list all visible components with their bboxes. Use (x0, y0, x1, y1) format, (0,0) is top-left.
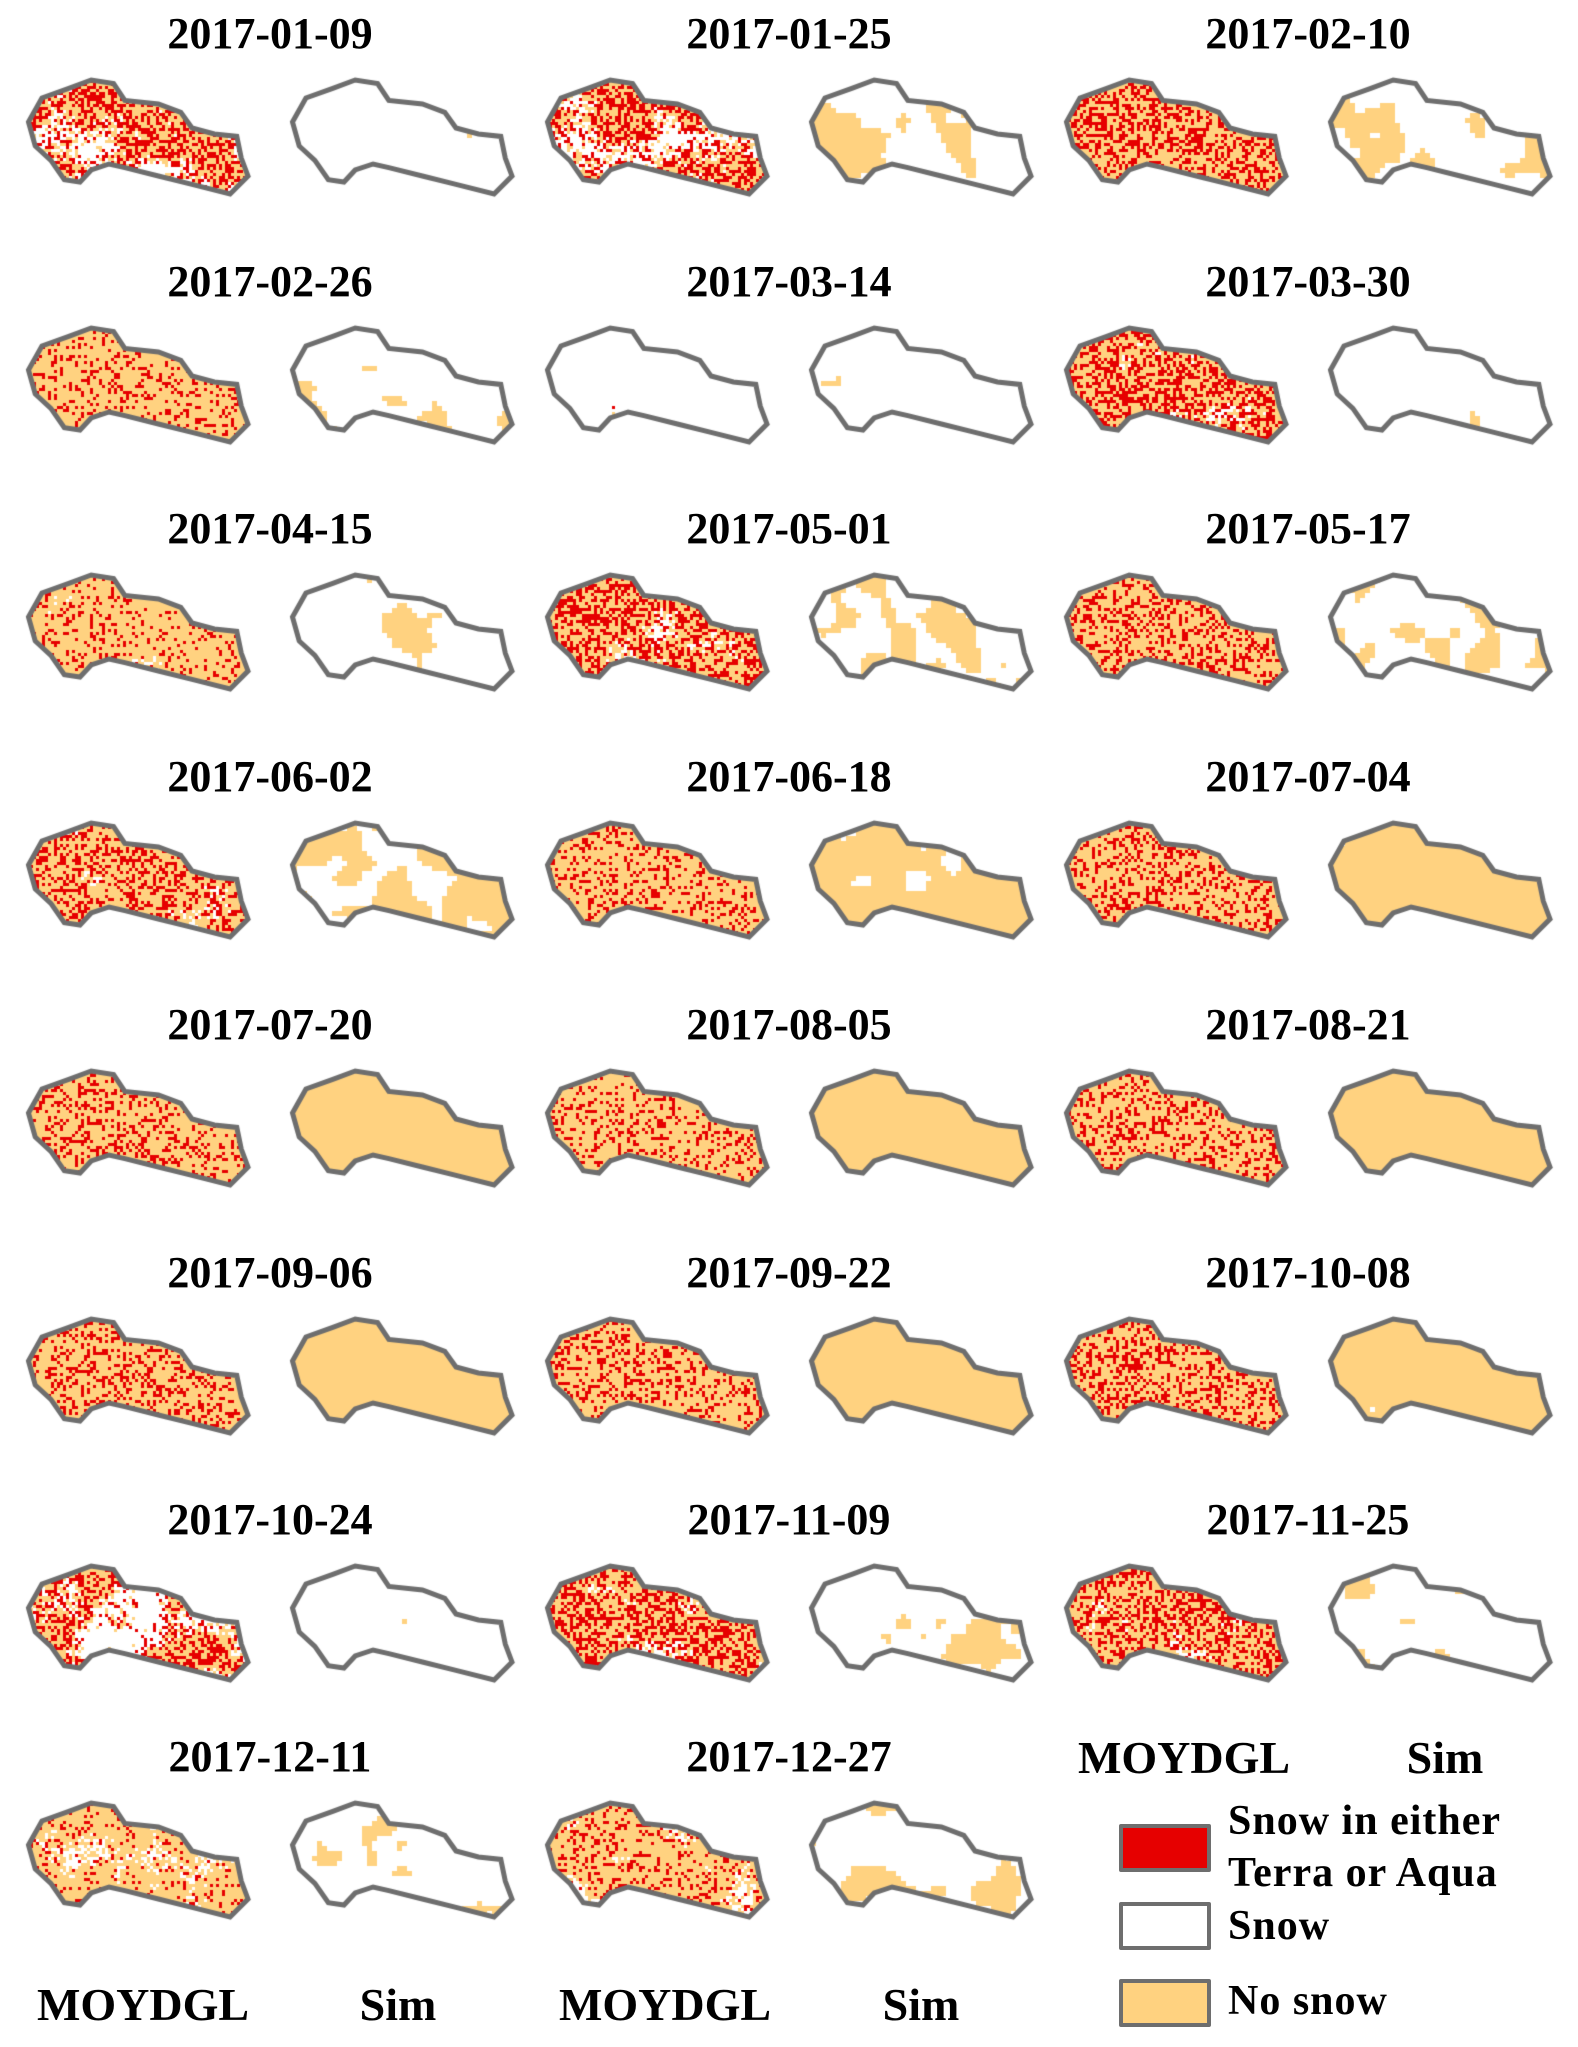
panel-date: 2017-09-22 (686, 1248, 892, 1297)
panel-date: 2017-12-11 (168, 1732, 372, 1781)
sim-map (282, 1307, 518, 1439)
panel-date: 2017-06-02 (167, 752, 373, 801)
sim-map (1320, 316, 1556, 448)
panel-date: 2017-08-21 (1205, 1000, 1411, 1049)
moydgl-map (18, 811, 254, 943)
sim-map (282, 1791, 518, 1923)
sim-map (1320, 563, 1556, 695)
sim-map (1320, 68, 1556, 200)
legend-swatch-no-snow (1119, 1979, 1211, 2027)
moydgl-map (537, 1791, 773, 1923)
panel-date: 2017-11-25 (1206, 1495, 1410, 1544)
panel-date: 2017-10-24 (167, 1495, 373, 1544)
panel-date: 2017-12-27 (686, 1732, 892, 1781)
moydgl-map (18, 316, 254, 448)
moydgl-map (1056, 1554, 1292, 1686)
bottom-label-moydgl-2: MOYDGL (558, 1979, 772, 2030)
bottom-label-sim-1: Sim (359, 1979, 437, 2030)
legend-label-snow-either-1: Snow in either (1228, 1798, 1502, 1844)
moydgl-map (1056, 811, 1292, 943)
moydgl-map (1056, 1307, 1292, 1439)
moydgl-map (18, 563, 254, 695)
sim-map (282, 563, 518, 695)
moydgl-map (18, 68, 254, 200)
sim-map (801, 1554, 1037, 1686)
sim-map (282, 1059, 518, 1191)
legend-swatch-snow-either (1119, 1824, 1211, 1872)
panel-date: 2017-11-09 (687, 1495, 891, 1544)
moydgl-map (18, 1791, 254, 1923)
legend-header-sim: Sim (1406, 1732, 1484, 1783)
moydgl-map (537, 1307, 773, 1439)
moydgl-map (537, 811, 773, 943)
moydgl-map (537, 316, 773, 448)
moydgl-map (537, 1554, 773, 1686)
moydgl-map (18, 1554, 254, 1686)
panel-date: 2017-07-04 (1205, 752, 1411, 801)
moydgl-map (18, 1059, 254, 1191)
legend-swatch-snow (1119, 1902, 1211, 1950)
panel-date: 2017-09-06 (167, 1248, 373, 1297)
moydgl-map (537, 563, 773, 695)
sim-map (282, 811, 518, 943)
sim-map (282, 1554, 518, 1686)
moydgl-map (1056, 316, 1292, 448)
sim-map (801, 811, 1037, 943)
moydgl-map (537, 1059, 773, 1191)
sim-map (282, 316, 518, 448)
legend-label-snow-either-2: Terra or Aqua (1228, 1850, 1498, 1896)
panel-date: 2017-02-10 (1205, 9, 1411, 58)
sim-map (801, 1307, 1037, 1439)
panel-date: 2017-03-30 (1205, 257, 1411, 306)
panel-date: 2017-05-17 (1205, 504, 1411, 553)
sim-map (801, 563, 1037, 695)
moydgl-map (537, 68, 773, 200)
sim-map (801, 1791, 1037, 1923)
sim-map (1320, 1307, 1556, 1439)
panel-date: 2017-01-09 (167, 9, 373, 58)
legend-label-snow: Snow (1228, 1903, 1331, 1949)
moydgl-map (1056, 1059, 1292, 1191)
sim-map (1320, 1059, 1556, 1191)
sim-map (1320, 811, 1556, 943)
panel-date: 2017-05-01 (686, 504, 892, 553)
panel-date: 2017-07-20 (167, 1000, 373, 1049)
sim-map (801, 1059, 1037, 1191)
sim-map (1320, 1554, 1556, 1686)
panel-date: 2017-04-15 (167, 504, 373, 553)
bottom-label-sim-2: Sim (882, 1979, 960, 2030)
sim-map (282, 68, 518, 200)
sim-map (801, 68, 1037, 200)
bottom-label-moydgl-1: MOYDGL (36, 1979, 250, 2030)
moydgl-map (18, 1307, 254, 1439)
panel-date: 2017-06-18 (686, 752, 892, 801)
panel-date: 2017-02-26 (167, 257, 373, 306)
legend-header-moydgl: MOYDGL (1077, 1732, 1291, 1783)
legend-label-no-snow: No snow (1228, 1978, 1388, 2024)
sim-map (801, 316, 1037, 448)
moydgl-map (1056, 563, 1292, 695)
panel-date: 2017-01-25 (686, 9, 892, 58)
panel-date: 2017-03-14 (686, 257, 892, 306)
panel-date: 2017-08-05 (686, 1000, 892, 1049)
panel-date: 2017-10-08 (1205, 1248, 1411, 1297)
moydgl-map (1056, 68, 1292, 200)
